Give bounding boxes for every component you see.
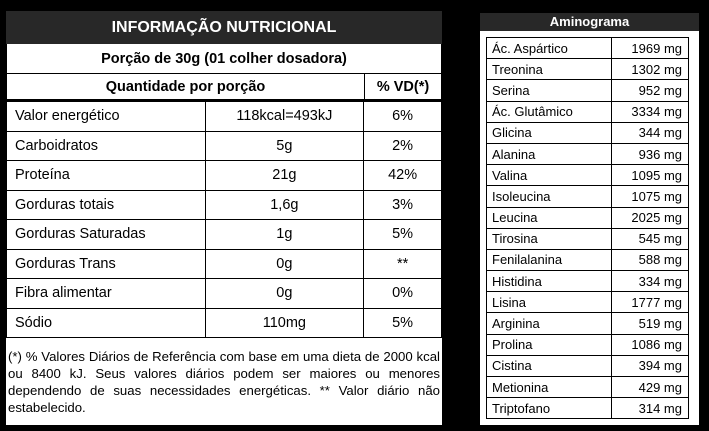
amino-acid-value: 334 mg bbox=[611, 270, 689, 293]
amino-acid-value: 2025 mg bbox=[611, 206, 689, 229]
footnote: (*) % Valores Diários de Referência com … bbox=[8, 349, 440, 415]
table-row: Fenilalanina 588 mg bbox=[486, 248, 689, 272]
nutrient-vd: 3% bbox=[363, 189, 442, 220]
nutrient-amount: 1,6g bbox=[204, 189, 365, 220]
table-row: Sódio 110mg 5% bbox=[6, 307, 442, 338]
nutrient-name: Carboidratos bbox=[6, 130, 206, 161]
amino-acid-value: 588 mg bbox=[611, 248, 689, 272]
amino-acid-value: 519 mg bbox=[611, 312, 689, 335]
nutrient-vd: ** bbox=[363, 248, 442, 279]
amino-acid-name: Alanina bbox=[486, 142, 612, 166]
table-row: Gorduras Saturadas 1g 5% bbox=[6, 219, 442, 250]
amino-acid-name: Fenilalanina bbox=[486, 248, 612, 272]
nutrient-amount: 110mg bbox=[204, 307, 365, 338]
amino-acid-name: Triptofano bbox=[486, 397, 612, 420]
nutrient-vd: 0% bbox=[363, 278, 442, 309]
table-row: Tirosina 545 mg bbox=[486, 227, 689, 250]
portion-size: Porção de 30g (01 colher dosadora) bbox=[6, 44, 442, 74]
amino-acid-name: Ác. Aspártico bbox=[486, 36, 612, 60]
table-row: Proteína 21g 42% bbox=[6, 160, 442, 191]
aminogram-title: Aminograma bbox=[480, 13, 699, 31]
table-row: Alanina 936 mg bbox=[486, 142, 689, 166]
table-row: Carboidratos 5g 2% bbox=[6, 130, 442, 161]
table-row: Histidina 334 mg bbox=[486, 270, 689, 293]
nutrient-name: Proteína bbox=[6, 160, 206, 191]
table-row: Valina 1095 mg bbox=[486, 164, 689, 187]
nutrient-amount: 0g bbox=[204, 248, 365, 279]
table-row: Gorduras Trans 0g ** bbox=[6, 248, 442, 279]
nutrient-name: Valor energético bbox=[6, 101, 206, 132]
table-row: Lisina 1777 mg bbox=[486, 291, 689, 314]
amino-acid-value: 394 mg bbox=[611, 354, 689, 378]
nutrient-vd: 5% bbox=[363, 307, 442, 338]
amino-acid-value: 1075 mg bbox=[611, 185, 689, 208]
amino-acid-value: 344 mg bbox=[611, 121, 689, 144]
table-row: Treonina 1302 mg bbox=[486, 58, 689, 81]
amino-acid-name: Leucina bbox=[486, 206, 612, 229]
amino-acid-name: Arginina bbox=[486, 312, 612, 335]
nutrient-vd: 2% bbox=[363, 130, 442, 161]
nutrient-name: Gorduras Trans bbox=[6, 248, 206, 279]
nutrient-vd: 42% bbox=[363, 160, 442, 191]
nutrition-title: INFORMAÇÃO NUTRICIONAL bbox=[6, 11, 442, 44]
nutrient-amount: 0g bbox=[204, 278, 365, 309]
nutrient-name: Gorduras totais bbox=[6, 189, 206, 220]
nutrient-amount: 118kcal=493kJ bbox=[204, 101, 365, 132]
table-row: Isoleucina 1075 mg bbox=[486, 185, 689, 208]
amino-acid-name: Serina bbox=[486, 79, 612, 102]
table-row: Gorduras totais 1,6g 3% bbox=[6, 189, 442, 220]
amino-acid-name: Cistina bbox=[486, 354, 612, 378]
nutrient-name: Fibra alimentar bbox=[6, 278, 206, 309]
amino-acid-value: 1777 mg bbox=[611, 291, 689, 314]
table-row: Cistina 394 mg bbox=[486, 354, 689, 378]
nutrition-facts-panel: INFORMAÇÃO NUTRICIONAL Porção de 30g (01… bbox=[6, 11, 442, 425]
amino-acid-value: 936 mg bbox=[611, 142, 689, 166]
table-row: Fibra alimentar 0g 0% bbox=[6, 278, 442, 309]
nutrition-table: Valor energético 118kcal=493kJ 6% Carboi… bbox=[6, 101, 442, 338]
amino-acid-name: Isoleucina bbox=[486, 185, 612, 208]
amino-acid-name: Ác. Glutâmico bbox=[486, 100, 612, 123]
amino-acid-name: Tirosina bbox=[486, 227, 612, 250]
aminogram-panel: Aminograma Ác. Aspártico 1969 mg Treonina… bbox=[480, 13, 699, 425]
amino-acid-value: 3334 mg bbox=[611, 100, 689, 123]
amino-acid-value: 545 mg bbox=[611, 227, 689, 250]
nutrient-name: Gorduras Saturadas bbox=[6, 219, 206, 250]
nutrient-amount: 1g bbox=[204, 219, 365, 250]
nutrient-amount: 5g bbox=[204, 130, 365, 161]
header-vd: % VD(*) bbox=[364, 73, 442, 101]
amino-acid-value: 1095 mg bbox=[611, 164, 689, 187]
amino-acid-value: 429 mg bbox=[611, 375, 689, 399]
amino-acid-value: 952 mg bbox=[611, 79, 689, 102]
amino-acid-name: Histidina bbox=[486, 270, 612, 293]
amino-acid-value: 1302 mg bbox=[611, 58, 689, 81]
amino-acid-value: 1086 mg bbox=[611, 333, 689, 356]
table-row: Metionina 429 mg bbox=[486, 375, 689, 399]
table-row: Prolina 1086 mg bbox=[486, 333, 689, 356]
table-row: Leucina 2025 mg bbox=[486, 206, 689, 229]
nutrient-name: Sódio bbox=[6, 307, 206, 338]
amino-acid-name: Metionina bbox=[486, 375, 612, 399]
table-row: Ác. Aspártico 1969 mg bbox=[486, 36, 689, 60]
amino-acid-value: 1969 mg bbox=[611, 36, 689, 60]
table-row: Triptofano 314 mg bbox=[486, 397, 689, 420]
table-row: Serina 952 mg bbox=[486, 79, 689, 102]
table-row: Ác. Glutâmico 3334 mg bbox=[486, 100, 689, 123]
table-row: Arginina 519 mg bbox=[486, 312, 689, 335]
table-row: Valor energético 118kcal=493kJ 6% bbox=[6, 101, 442, 132]
nutrient-vd: 6% bbox=[363, 101, 442, 132]
nutrient-vd: 5% bbox=[363, 219, 442, 250]
amino-acid-name: Lisina bbox=[486, 291, 612, 314]
table-row: Glicina 344 mg bbox=[486, 121, 689, 144]
amino-acid-name: Valina bbox=[486, 164, 612, 187]
header-quantity: Quantidade por porção bbox=[6, 73, 364, 101]
nutrient-amount: 21g bbox=[204, 160, 365, 191]
amino-acid-value: 314 mg bbox=[611, 397, 689, 420]
amino-acid-name: Prolina bbox=[486, 333, 612, 356]
amino-acid-name: Treonina bbox=[486, 58, 612, 81]
amino-acid-name: Glicina bbox=[486, 121, 612, 144]
aminogram-table: Ác. Aspártico 1969 mg Treonina 1302 mg Ser… bbox=[486, 36, 689, 420]
